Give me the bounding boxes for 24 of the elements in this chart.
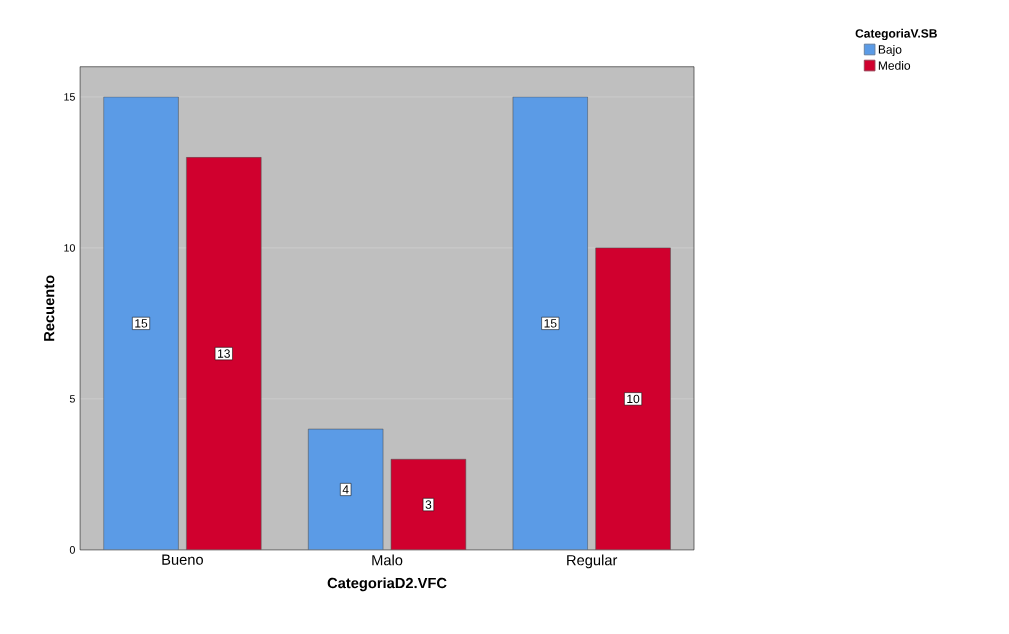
bar xyxy=(390,459,467,550)
legend-title: CategoriaV.SB xyxy=(855,28,937,41)
bar xyxy=(595,247,671,550)
data-label: 10 xyxy=(627,394,640,404)
y-tick-label: 0 xyxy=(69,546,75,554)
data-label: 15 xyxy=(135,319,148,328)
x-tick-label: Malo xyxy=(372,554,403,566)
x-axis-title: CategoriaD2.VFC xyxy=(327,577,447,592)
y-tick-label: 5 xyxy=(69,395,75,403)
y-axis-title: Recuento xyxy=(44,275,55,341)
bar xyxy=(512,96,588,550)
bar xyxy=(103,96,179,550)
bar xyxy=(308,428,384,550)
data-label: 3 xyxy=(425,500,432,509)
bar xyxy=(186,157,262,550)
x-tick-label: Regular xyxy=(567,554,618,569)
data-label: 4 xyxy=(342,485,349,494)
legend-label: Medio xyxy=(878,60,911,70)
legend-label: Bajo xyxy=(878,44,902,57)
x-tick-label: Bueno xyxy=(162,554,203,565)
data-label: 13 xyxy=(218,349,230,358)
y-tick-label: 10 xyxy=(64,244,75,252)
y-tick-label: 15 xyxy=(64,93,75,101)
data-label: 15 xyxy=(544,319,557,328)
